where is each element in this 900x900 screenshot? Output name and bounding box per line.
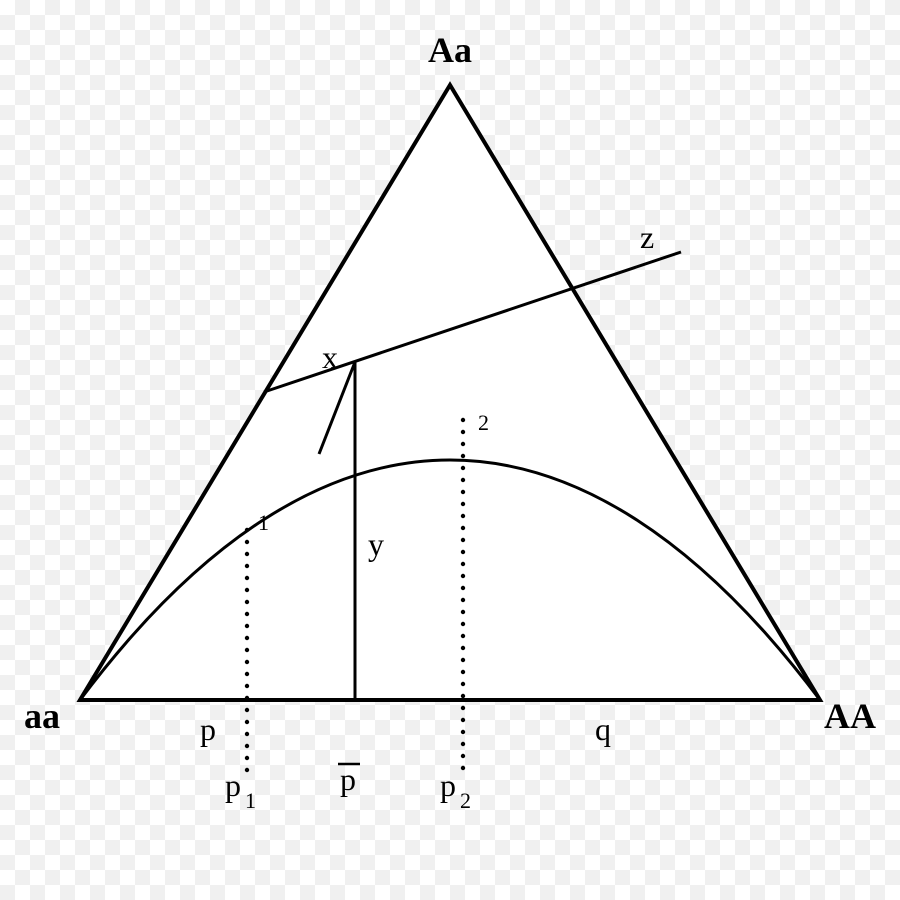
svg-text:p: p [340, 761, 356, 797]
axis-label-pbar: p [338, 761, 360, 797]
dotted-line-p1 [245, 528, 249, 772]
svg-text:p: p [225, 767, 241, 803]
triangle-fill [80, 85, 820, 700]
axis-label-p1: p 1 [225, 767, 256, 813]
de-finetti-diagram: Aa aa AA x y z 1 2 p q p p 1 p 2 [0, 0, 900, 900]
point-label-1: 1 [258, 510, 269, 535]
axis-label-p2: p 2 [440, 767, 471, 813]
axis-label-q: q [595, 711, 611, 747]
axis-label-p: p [200, 711, 216, 747]
point-label-2: 2 [478, 410, 489, 435]
point-label-z: z [640, 219, 654, 255]
svg-text:1: 1 [245, 788, 256, 813]
vertex-label-Aa: Aa [428, 30, 472, 70]
vertex-label-aa: aa [24, 696, 60, 736]
vertex-label-AA: AA [824, 696, 876, 736]
point-label-y: y [368, 526, 384, 562]
svg-text:p: p [440, 767, 456, 803]
svg-text:2: 2 [460, 788, 471, 813]
point-label-x: x [322, 339, 338, 375]
